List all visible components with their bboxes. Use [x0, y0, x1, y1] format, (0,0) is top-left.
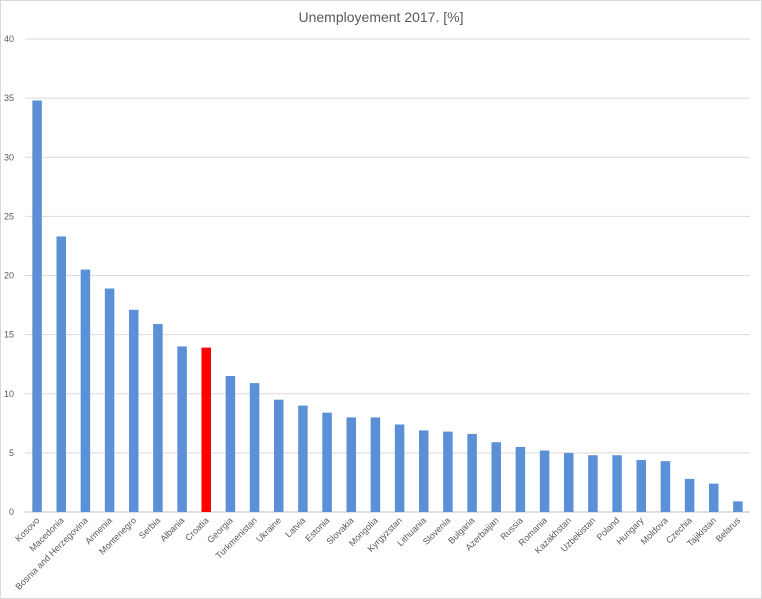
bar-uzbekistan: [588, 455, 598, 512]
y-tick-label: 5: [9, 448, 14, 458]
bar-slovakia: [346, 417, 356, 512]
bar-hungary: [636, 459, 646, 512]
gridlines: [25, 38, 750, 513]
bar-czechia: [684, 478, 695, 512]
x-tick-label: Moldova: [639, 515, 670, 546]
bar-serbia: [153, 323, 163, 512]
bar-lithuania: [419, 430, 429, 512]
bar-slovenia: [443, 431, 453, 512]
x-tick-label: Belarus: [714, 515, 743, 544]
bar-kyrgyzstan: [394, 424, 405, 512]
bars: [32, 100, 743, 513]
chart-title: Unemployement 2017. [%]: [299, 9, 464, 25]
bar-ukraine: [274, 399, 284, 512]
bar-georgia: [225, 376, 236, 512]
y-tick-label: 15: [4, 330, 14, 340]
bar-turkmenistan: [249, 383, 260, 512]
x-tick-label: Ukraine: [254, 515, 283, 544]
y-axis-ticks: 0 5 10 15 20 25 30 35 40: [4, 34, 14, 517]
bar-moldova: [660, 461, 671, 512]
bar-russia: [515, 446, 526, 512]
bar-bosnia-and-herzegovina: [80, 269, 91, 512]
bar-albania: [177, 346, 187, 512]
bar-estonia: [322, 412, 332, 512]
bar-montenegro: [129, 309, 139, 512]
y-tick-label: 30: [4, 152, 14, 162]
bar-armenia: [104, 288, 115, 512]
bar-tajikistan: [709, 483, 719, 512]
bar-kosovo: [32, 100, 42, 513]
bar-mongolia: [370, 417, 381, 512]
x-tick-label: Albania: [158, 515, 186, 543]
bar-croatia: [201, 347, 211, 512]
bar-macedonia: [56, 236, 66, 513]
y-tick-label: 25: [4, 211, 14, 221]
y-tick-label: 35: [4, 93, 14, 103]
y-tick-label: 40: [4, 34, 14, 44]
y-tick-label: 10: [4, 389, 14, 399]
bar-romania: [539, 450, 550, 512]
bar-azerbaijan: [491, 442, 501, 512]
bar-belarus: [733, 501, 743, 512]
bar-poland: [612, 455, 622, 512]
y-tick-label: 20: [4, 271, 14, 281]
bar-bulgaria: [467, 433, 477, 512]
bar-latvia: [298, 405, 308, 512]
y-tick-label: 0: [9, 507, 14, 517]
bar-kazakhstan: [564, 452, 574, 512]
